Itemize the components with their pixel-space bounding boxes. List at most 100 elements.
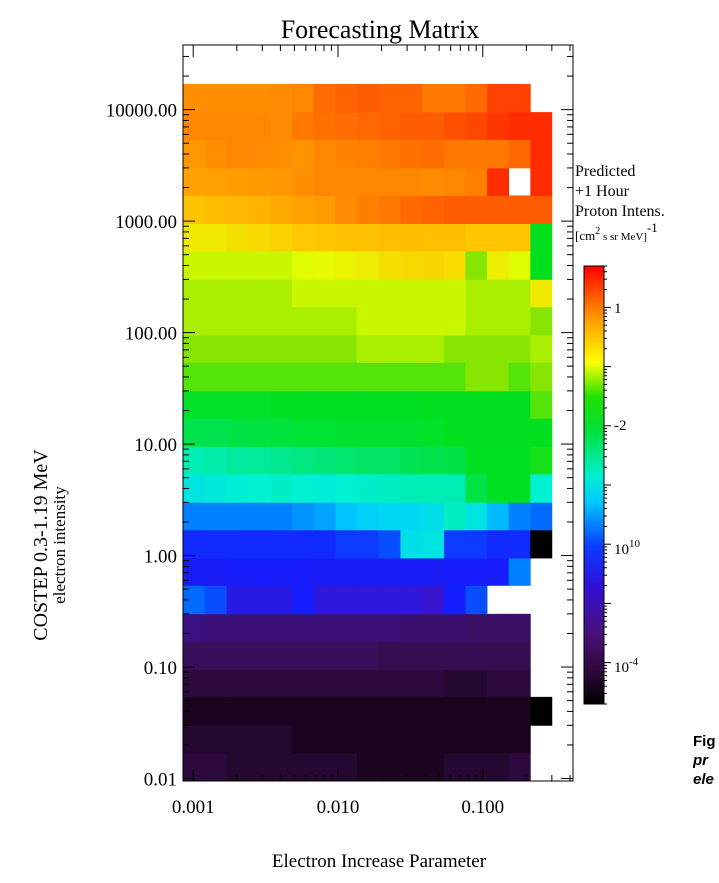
- heatmap-cell: [378, 139, 401, 169]
- colorbar: [583, 265, 605, 705]
- heatmap-cell: [204, 669, 227, 698]
- heatmap-cell: [487, 418, 510, 447]
- heatmap-cell: [291, 112, 315, 140]
- plot-frame: [182, 44, 574, 782]
- heatmap-cell: [226, 418, 249, 447]
- colorbar-label-1e-4-base: 10: [614, 660, 629, 676]
- heatmap-cell: [487, 390, 510, 419]
- heatmap-cell: [291, 250, 315, 280]
- heatmap-cell: [248, 585, 271, 615]
- heatmap-cell: [421, 502, 445, 531]
- heatmap-cell: [313, 335, 336, 363]
- heatmap-cell: [204, 139, 227, 169]
- heatmap-cell: [400, 641, 423, 670]
- heatmap-cell: [378, 335, 401, 363]
- heatmap-cell: [291, 446, 315, 475]
- heatmap-cell: [421, 223, 445, 252]
- heatmap-cell: [356, 446, 379, 475]
- heatmap-cell: [444, 139, 466, 169]
- heatmap-cell: [204, 83, 227, 113]
- heatmap-cell: [444, 725, 466, 754]
- heatmap-cell: [335, 752, 358, 782]
- heatmap-cell: [335, 195, 358, 224]
- heatmap-cell: [356, 669, 379, 698]
- heatmap-cell: [356, 613, 379, 642]
- heatmap-cell: [487, 223, 510, 252]
- heatmap-cell: [183, 669, 206, 698]
- heatmap-cell: [183, 139, 206, 169]
- heatmap-cell: [444, 195, 466, 224]
- y-tick-label: 1000.00: [115, 212, 177, 233]
- heatmap-cell: [335, 502, 358, 531]
- heatmap-cell: [444, 558, 466, 586]
- heatmap-cell: [183, 613, 206, 642]
- heatmap-cell: [226, 167, 249, 196]
- heatmap-cell: [291, 335, 315, 363]
- heatmap-cell: [226, 725, 249, 754]
- heatmap-cell: [313, 250, 336, 280]
- heatmap-cell: [378, 725, 401, 754]
- heatmap-cell: [465, 306, 488, 336]
- heatmap-cell: [465, 725, 488, 754]
- heatmap-cell: [270, 223, 293, 252]
- heatmap-cell: [226, 223, 249, 252]
- heatmap-cell: [508, 613, 531, 642]
- heatmap-cell: [356, 696, 379, 726]
- heatmap-cell: [313, 279, 336, 308]
- heatmap-cell: [378, 502, 401, 531]
- heatmap-cell: [465, 585, 488, 615]
- heatmap-cell: [465, 167, 488, 196]
- heatmap-cell: [400, 362, 423, 392]
- heatmap-cell: [226, 112, 249, 140]
- heatmap-cell: [421, 752, 445, 782]
- heatmap-cell: [444, 446, 466, 475]
- heatmap-cell: [465, 446, 488, 475]
- heatmap-cell: [204, 641, 227, 670]
- heatmap-cell: [291, 362, 315, 392]
- x-tick-label: 0.001: [172, 797, 215, 818]
- colorbar-title-line1: Predicted: [575, 163, 635, 180]
- heatmap-cell: [335, 558, 358, 586]
- heatmap-cell: [465, 250, 488, 280]
- heatmap-cell: [270, 335, 293, 363]
- heatmap-cell: [400, 279, 423, 308]
- heatmap-cell: [444, 502, 466, 531]
- colorbar-title-line3: Proton Intens.: [575, 203, 665, 220]
- heatmap-cell: [400, 223, 423, 252]
- heatmap-cell: [421, 362, 445, 392]
- heatmap-cell: [291, 167, 315, 196]
- heatmap-cell: [356, 167, 379, 196]
- figure-caption-fragment: Fig pr ele: [693, 732, 719, 789]
- heatmap-cell: [226, 473, 249, 503]
- heatmap-cell: [487, 473, 510, 503]
- heatmap-cell: [508, 641, 531, 670]
- heatmap-cell: [530, 502, 553, 531]
- heatmap-cell: [400, 306, 423, 336]
- heatmap-cell: [356, 83, 379, 113]
- heatmap-cell: [270, 585, 293, 615]
- heatmap-cell: [335, 167, 358, 196]
- heatmap-cell: [204, 752, 227, 782]
- heatmap-cell: [508, 112, 531, 140]
- heatmap-cell: [530, 529, 553, 559]
- heatmap-cell: [356, 139, 379, 169]
- heatmap-cell: [378, 250, 401, 280]
- heatmap-cell: [291, 613, 315, 642]
- heatmap-cell: [421, 585, 445, 615]
- heatmap-cell: [204, 585, 227, 615]
- heatmap-cell: [248, 669, 271, 698]
- heatmap-cell: [204, 418, 227, 447]
- heatmap-cell: [421, 446, 445, 475]
- heatmap-cell: [313, 641, 336, 670]
- heatmap-cell: [335, 362, 358, 392]
- heatmap-cell: [530, 362, 553, 392]
- heatmap-cell: [465, 112, 488, 140]
- heatmap-cell: [183, 585, 206, 615]
- heatmap-cell: [270, 725, 293, 754]
- heatmap-cell: [248, 752, 271, 782]
- heatmap-cell: [204, 446, 227, 475]
- heatmap-cell: [248, 279, 271, 308]
- heatmap-cell: [465, 83, 488, 113]
- colorbar-units: [cm2 s sr MeV]-1: [575, 220, 658, 243]
- heatmap-cell: [226, 279, 249, 308]
